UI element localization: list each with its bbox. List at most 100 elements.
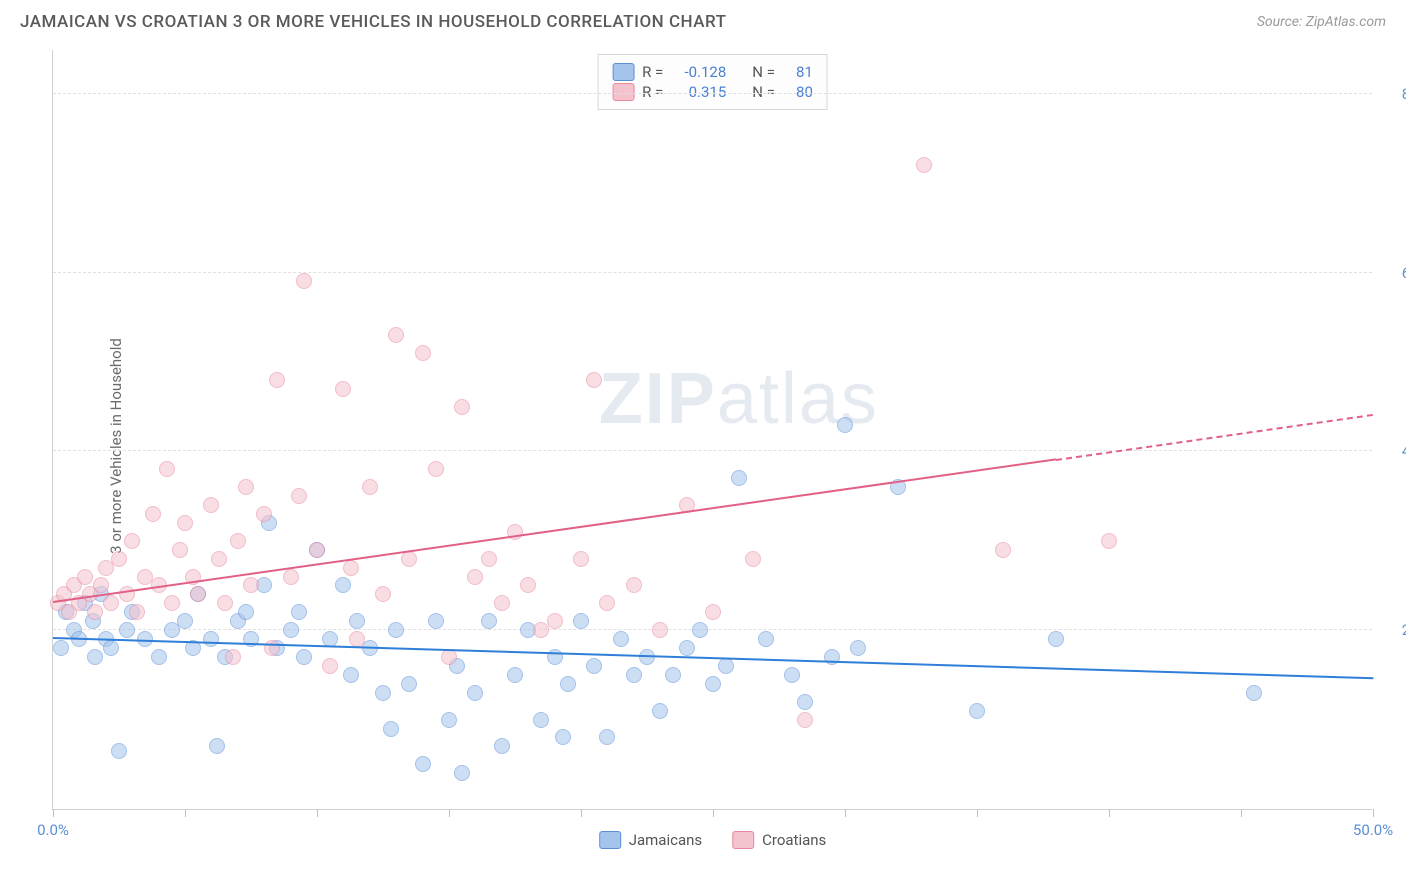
legend-item: Croatians [732,831,826,849]
x-tick [1241,809,1242,817]
data-point [560,676,576,692]
data-point [573,551,589,567]
data-point [745,551,761,567]
n-value: 81 [783,63,813,81]
data-point [586,658,602,674]
source-attribution: Source: ZipAtlas.com [1257,14,1386,30]
data-point [269,372,285,388]
data-point [415,345,431,361]
data-point [291,604,307,620]
data-point [362,479,378,495]
data-point [238,604,254,620]
data-point [415,756,431,772]
data-point [203,631,219,647]
n-label: N = [752,63,775,81]
data-point [238,479,254,495]
legend-swatch [599,831,621,849]
data-point [547,613,563,629]
x-tick [53,809,54,817]
data-point [203,497,219,513]
data-point [454,399,470,415]
data-point [190,586,206,602]
data-point [388,622,404,638]
data-point [784,667,800,683]
correlation-stats-box: R =-0.128N =81R =0.315N =80 [597,54,828,110]
x-tick [449,809,450,817]
data-point [211,551,227,567]
y-tick-label: 20.0% [1382,621,1406,639]
data-point [111,743,127,759]
data-point [467,569,483,585]
trend-line [53,459,1056,604]
data-point [454,765,470,781]
chart-header: JAMAICAN VS CROATIAN 3 OR MORE VEHICLES … [0,0,1406,44]
data-point [837,417,853,433]
data-point [172,542,188,558]
data-point [555,729,571,745]
data-point [256,506,272,522]
data-point [343,667,359,683]
data-point [467,685,483,701]
data-point [731,470,747,486]
data-point [850,640,866,656]
data-point [335,577,351,593]
data-point [995,542,1011,558]
data-point [599,595,615,611]
data-point [613,631,629,647]
trend-line [1056,414,1373,461]
chart-title: JAMAICAN VS CROATIAN 3 OR MORE VEHICLES … [20,12,727,32]
data-point [441,712,457,728]
data-point [652,703,668,719]
data-point [375,586,391,602]
chart-legend: Jamaicans Croatians [599,831,827,849]
data-point [797,712,813,728]
r-value: -0.128 [671,63,726,81]
x-tick [317,809,318,817]
data-point [87,649,103,665]
data-point [87,604,103,620]
y-tick-label: 60.0% [1382,264,1406,282]
data-point [797,694,813,710]
y-tick-label: 40.0% [1382,442,1406,460]
data-point [383,721,399,737]
data-point [296,649,312,665]
gridline [53,629,1372,630]
data-point [243,577,259,593]
gridline [53,450,1372,451]
data-point [93,577,109,593]
data-point [652,622,668,638]
data-point [494,738,510,754]
data-point [520,577,536,593]
data-point [322,658,338,674]
legend-item: Jamaicans [599,831,702,849]
data-point [599,729,615,745]
data-point [164,595,180,611]
data-point [705,604,721,620]
gridline [53,272,1372,273]
watermark-bold: ZIP [599,359,717,439]
data-point [103,595,119,611]
data-point [626,667,642,683]
x-tick [1109,809,1110,817]
x-tick-label: 0.0% [37,821,69,839]
r-label: R = [642,63,663,81]
data-point [349,631,365,647]
data-point [665,667,681,683]
data-point [428,461,444,477]
data-point [1101,533,1117,549]
gridline [53,93,1372,94]
data-point [145,506,161,522]
data-point [969,703,985,719]
data-point [441,649,457,665]
trend-line [53,637,1373,679]
stats-row: R = -0.128 N = 81 [612,63,813,81]
data-point [401,676,417,692]
data-point [264,640,280,656]
data-point [124,533,140,549]
data-point [916,157,932,173]
data-point [343,560,359,576]
data-point [230,533,246,549]
data-point [217,595,233,611]
data-point [718,658,734,674]
data-point [494,595,510,611]
